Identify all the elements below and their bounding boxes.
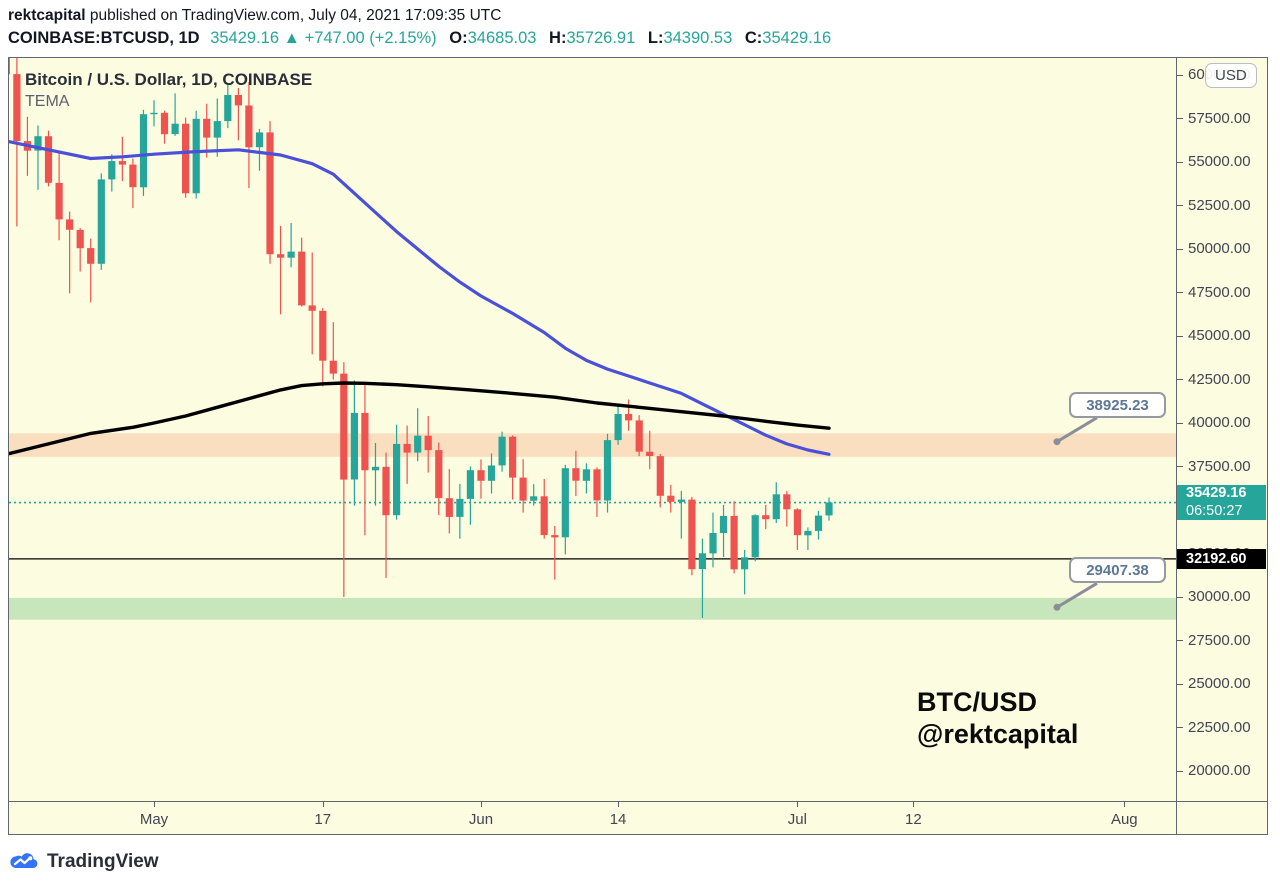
price-tick-label: 42500.00 (1188, 370, 1251, 388)
price-tick-mark (1177, 422, 1183, 424)
low-value: 34390.53 (663, 29, 733, 47)
price-callout-38925[interactable]: 38925.23 (1069, 391, 1166, 418)
price-tick-label: 20000.00 (1188, 762, 1251, 779)
time-tick-label: 14 (609, 811, 627, 828)
price-tick-mark (1177, 205, 1183, 206)
bar-countdown: 06:50:27 (1186, 502, 1243, 519)
time-tick-label: Aug (1110, 811, 1138, 828)
price-tick-label: 40000.00 (1188, 414, 1251, 431)
price-chart-plot[interactable] (9, 58, 1176, 801)
time-tick-mark (618, 802, 620, 807)
support-zone[interactable] (9, 597, 1176, 620)
price-tick-mark (1177, 161, 1183, 163)
time-axis[interactable]: May 17 Jun 14 Jul 12 Aug (9, 801, 1176, 835)
price-tick-mark (1177, 770, 1183, 772)
low-label: L: (647, 29, 664, 47)
price-tick-label: 50000.00 (1188, 240, 1251, 257)
currency-button[interactable]: USD (1205, 63, 1257, 88)
callout-anchor-dot (1053, 438, 1061, 446)
ma-blue-line[interactable] (9, 140, 831, 456)
axis-corner (1176, 801, 1268, 835)
price-tick-mark (1177, 335, 1183, 337)
high-label: H: (549, 29, 567, 47)
price-tick-label: 55000.00 (1188, 153, 1251, 170)
price-tick-label: 27500.00 (1188, 631, 1251, 649)
price-tick-mark (1177, 727, 1183, 728)
price-tick-mark (1177, 74, 1183, 76)
price-change: +747.00 (+2.15%) (304, 29, 437, 47)
footer: TradingView (10, 847, 159, 877)
last-price: 35429.16 (210, 29, 280, 47)
time-tick-label: 12 (905, 811, 922, 828)
time-tick-mark (154, 802, 155, 807)
up-arrow-icon: ▲ (283, 29, 300, 47)
time-tick-label: May (139, 811, 169, 828)
price-tick-label: 37500.00 (1188, 457, 1251, 475)
publish-info: rektcapital published on TradingView.com… (8, 7, 501, 25)
price-tick-mark (1177, 379, 1183, 380)
high-value: 35726.91 (566, 29, 636, 47)
time-tick-mark (322, 802, 324, 807)
time-tick-mark (480, 802, 482, 807)
callout-anchor-dot (1053, 603, 1061, 611)
price-tick-mark (1177, 466, 1183, 467)
time-tick-mark (1124, 802, 1126, 807)
price-tick-label: 47500.00 (1188, 283, 1251, 301)
time-tick-label: 17 (314, 811, 332, 828)
symbol-ohlc-bar: COINBASE:BTCUSD, 1D 35429.16 ▲ +747.00 (… (8, 29, 831, 48)
tradingview-brand-text[interactable]: TradingView (47, 851, 159, 872)
time-tick-label: Jul (787, 811, 807, 828)
level-price-label: 32192.60 (1177, 548, 1266, 569)
price-tick-mark (1177, 596, 1183, 598)
open-label: O: (449, 29, 468, 47)
price-tick-label: 25000.00 (1188, 675, 1251, 692)
price-tick-mark (1177, 248, 1183, 250)
candlestick-series[interactable] (9, 58, 833, 618)
close-value: 35429.16 (762, 29, 832, 47)
current-price-label: 35429.16 06:50:27 (1177, 485, 1266, 521)
price-tick-label: 45000.00 (1188, 327, 1251, 344)
open-value: 34685.03 (467, 29, 537, 47)
price-tick-label: 57500.00 (1188, 109, 1251, 127)
current-price-value: 35429.16 (1186, 485, 1247, 502)
price-axis[interactable]: 60000.0057500.0055000.0052500.0050000.00… (1176, 58, 1268, 801)
price-callout-29407[interactable]: 29407.38 (1069, 557, 1166, 584)
tema-black-line[interactable] (9, 381, 831, 456)
price-tick-label: 52500.00 (1188, 196, 1251, 214)
symbol-title: COINBASE:BTCUSD, 1D (8, 29, 200, 47)
price-tick-label: 30000.00 (1188, 588, 1251, 605)
time-tick-label: Jun (468, 811, 494, 828)
tradingview-logo-icon[interactable] (10, 851, 40, 873)
price-tick-mark (1177, 640, 1183, 641)
chart-area: Bitcoin / U.S. Dollar, 1D, COINBASE TEMA… (8, 57, 1268, 835)
price-tick-mark (1177, 118, 1183, 119)
time-tick-mark (913, 802, 915, 807)
price-tick-label: 22500.00 (1188, 718, 1251, 736)
price-tick-mark (1177, 292, 1183, 293)
price-tick-mark (1177, 683, 1183, 685)
close-label: C: (744, 29, 763, 47)
resistance-zone[interactable] (9, 433, 1176, 457)
time-tick-mark (797, 802, 799, 807)
author-name: rektcapital (8, 7, 86, 24)
publish-text: published on TradingView.com, July 04, 2… (85, 7, 502, 24)
